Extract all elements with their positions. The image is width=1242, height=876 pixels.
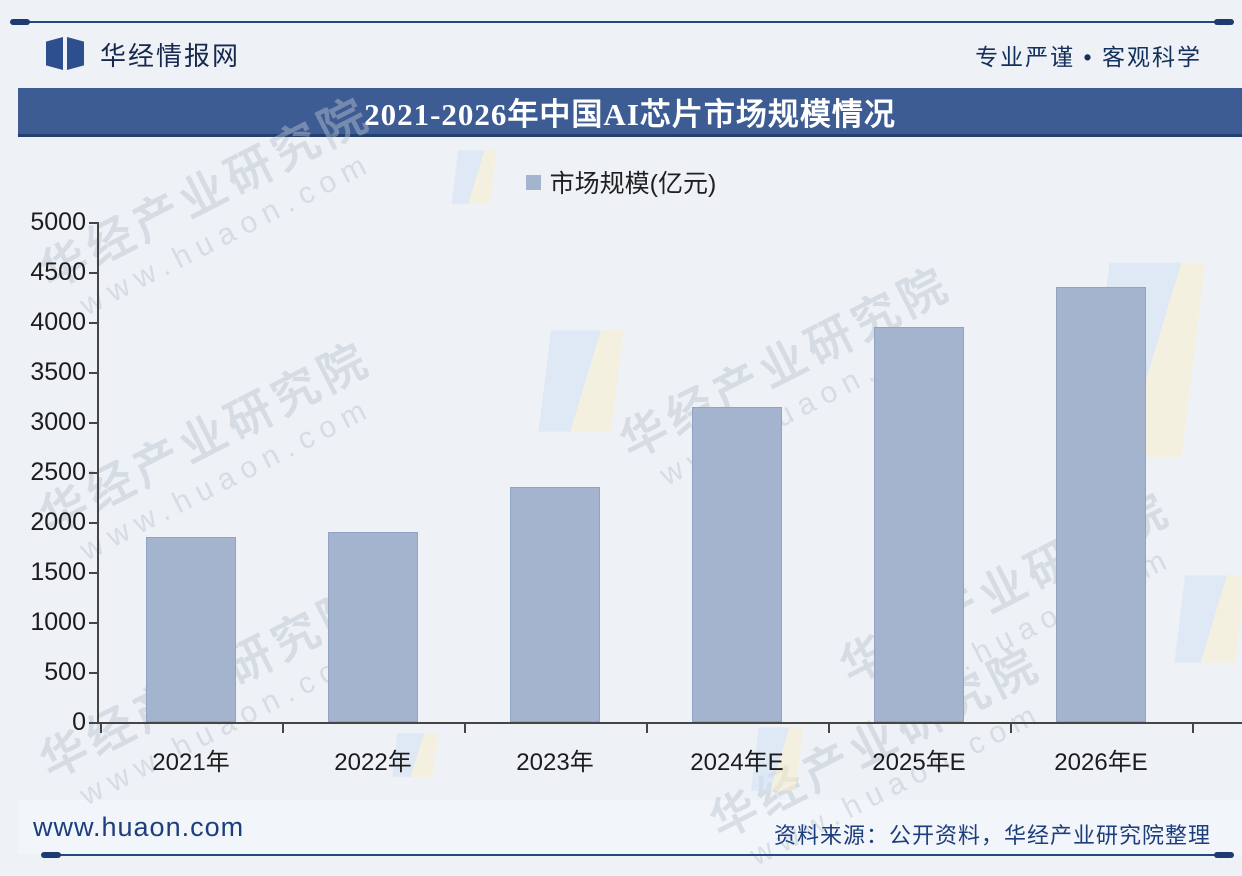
x-axis-tick bbox=[100, 724, 102, 733]
bar bbox=[146, 537, 236, 722]
y-axis-tick bbox=[89, 472, 97, 474]
y-axis-tick bbox=[89, 372, 97, 374]
bottom-divider-left-dash bbox=[41, 852, 61, 858]
y-axis-tick-label: 2500 bbox=[30, 458, 86, 486]
footer-band bbox=[18, 800, 1242, 854]
y-axis-tick bbox=[89, 622, 97, 624]
y-axis-tick-label: 4000 bbox=[30, 308, 86, 336]
y-axis-tick-label: 3000 bbox=[30, 408, 86, 436]
x-axis-tick bbox=[646, 724, 648, 733]
y-axis-tick bbox=[89, 672, 97, 674]
y-axis-tick-label: 1500 bbox=[30, 558, 86, 586]
y-axis-tick-label: 4500 bbox=[30, 258, 86, 286]
y-axis-tick-label: 500 bbox=[44, 658, 86, 686]
bottom-divider-right-dash bbox=[1214, 852, 1234, 858]
bar bbox=[328, 532, 418, 722]
site-name: 华经情报网 bbox=[100, 41, 241, 71]
top-divider-left-dash bbox=[10, 19, 30, 25]
bar bbox=[510, 487, 600, 722]
x-axis-category-label: 2026年E bbox=[1054, 749, 1148, 776]
y-axis-tick-label: 5000 bbox=[30, 208, 86, 236]
chart-title: 2021-2026年中国AI芯片市场规模情况 bbox=[364, 96, 896, 132]
x-axis-category-label: 2023年 bbox=[516, 749, 594, 776]
y-axis-tick bbox=[89, 572, 97, 574]
logo-right-panel bbox=[67, 37, 84, 70]
y-axis-tick-label: 1000 bbox=[30, 608, 86, 636]
chart-legend: 市场规模(亿元) bbox=[0, 164, 1242, 200]
y-axis-tick-label: 0 bbox=[72, 708, 86, 736]
y-axis-tick bbox=[89, 322, 97, 324]
y-axis-tick-label: 3500 bbox=[30, 358, 86, 386]
bar bbox=[1056, 287, 1146, 722]
huajing-logo-icon bbox=[46, 37, 86, 70]
y-axis-tick bbox=[89, 722, 97, 724]
website-url: www.huaon.com bbox=[33, 812, 245, 842]
data-source-note: 资料来源：公开资料，华经产业研究院整理 bbox=[773, 823, 1211, 848]
legend-label: 市场规模(亿元) bbox=[549, 170, 717, 198]
chart-title-bar: 2021-2026年中国AI芯片市场规模情况 bbox=[18, 88, 1242, 137]
top-divider-right-dash bbox=[1214, 19, 1234, 25]
y-axis-tick bbox=[89, 222, 97, 224]
logo-left-panel bbox=[46, 37, 63, 70]
top-divider-line bbox=[10, 19, 1234, 25]
y-axis-tick bbox=[89, 422, 97, 424]
bar bbox=[874, 327, 964, 722]
y-axis-tick-label: 2000 bbox=[30, 508, 86, 536]
x-axis-category-label: 2022年 bbox=[334, 749, 412, 776]
y-axis-tick bbox=[89, 522, 97, 524]
x-axis-tick bbox=[1010, 724, 1012, 733]
y-axis-line bbox=[97, 222, 99, 724]
y-axis-tick bbox=[89, 272, 97, 274]
x-axis-category-label: 2024年E bbox=[690, 749, 784, 776]
bottom-divider-line bbox=[41, 852, 1234, 858]
legend-swatch bbox=[525, 174, 541, 190]
x-axis-tick bbox=[282, 724, 284, 733]
x-axis-tick bbox=[464, 724, 466, 733]
site-slogan: 专业严谨 • 客观科学 bbox=[975, 44, 1202, 70]
x-axis-line bbox=[97, 722, 1242, 724]
x-axis-tick bbox=[1192, 724, 1194, 733]
bar bbox=[692, 407, 782, 722]
x-axis-category-label: 2025年E bbox=[872, 749, 966, 776]
x-axis-tick bbox=[828, 724, 830, 733]
x-axis-category-label: 2021年 bbox=[152, 749, 230, 776]
